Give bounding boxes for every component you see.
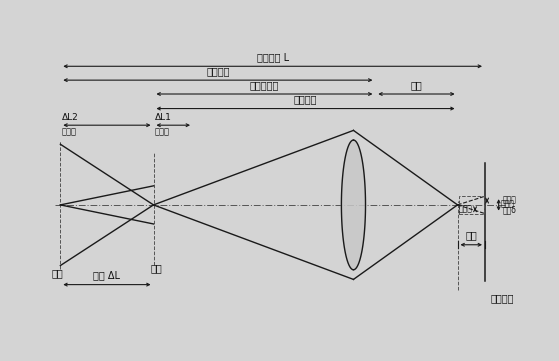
Bar [458,196,485,214]
Text: 像距: 像距 [410,80,423,90]
Polygon shape [342,140,366,270]
Text: 前焦深: 前焦深 [459,205,473,214]
Text: 近点: 近点 [150,264,162,274]
Text: 前景深: 前景深 [155,127,169,136]
Text: 近点距离: 近点距离 [294,94,318,104]
Text: 远点: 远点 [52,268,64,278]
Text: 拍摄距离 L: 拍摄距离 L [257,52,288,62]
Text: 景深 ΔL: 景深 ΔL [93,270,120,280]
Text: 后景深: 后景深 [62,127,77,136]
Text: ΔL1: ΔL1 [155,113,172,122]
Text: 后焦深: 后焦深 [501,200,515,209]
Text: ΔL2: ΔL2 [62,113,79,122]
Text: 焦深: 焦深 [465,231,477,240]
Text: 焦点平面: 焦点平面 [490,293,514,303]
Text: 被摄体距离: 被摄体距离 [250,80,279,90]
Text: 远点距离: 远点距离 [206,66,230,76]
Text: 弥散圆
直径δ: 弥散圆 直径δ [503,195,517,214]
